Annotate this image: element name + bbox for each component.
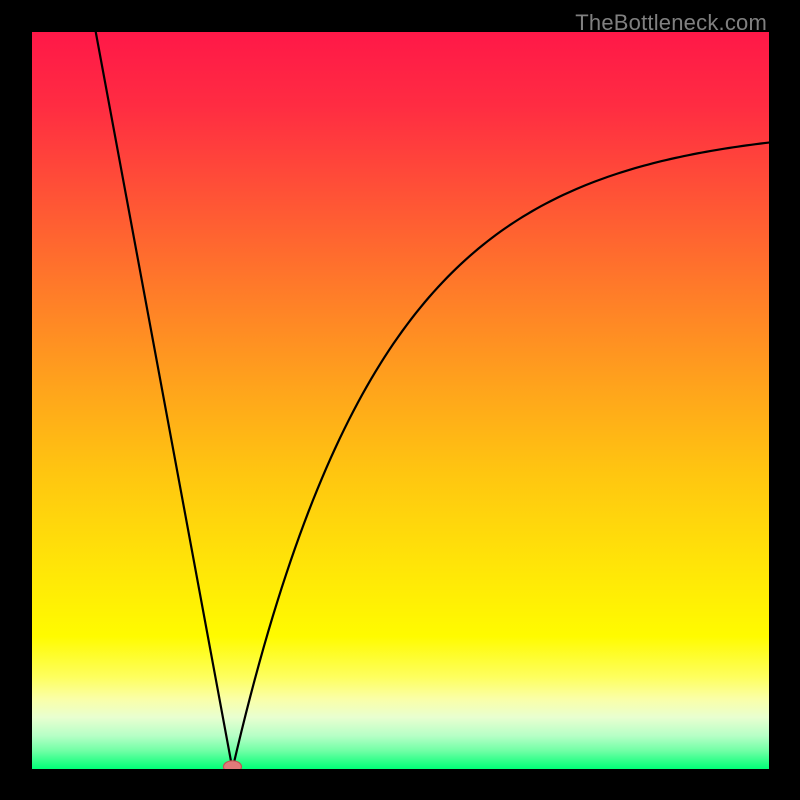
bottleneck-curve	[96, 32, 769, 769]
bottleneck-curve-chart	[32, 32, 769, 769]
plot-area	[32, 32, 769, 769]
watermark: TheBottleneck.com	[575, 10, 767, 36]
min-marker	[223, 761, 241, 769]
